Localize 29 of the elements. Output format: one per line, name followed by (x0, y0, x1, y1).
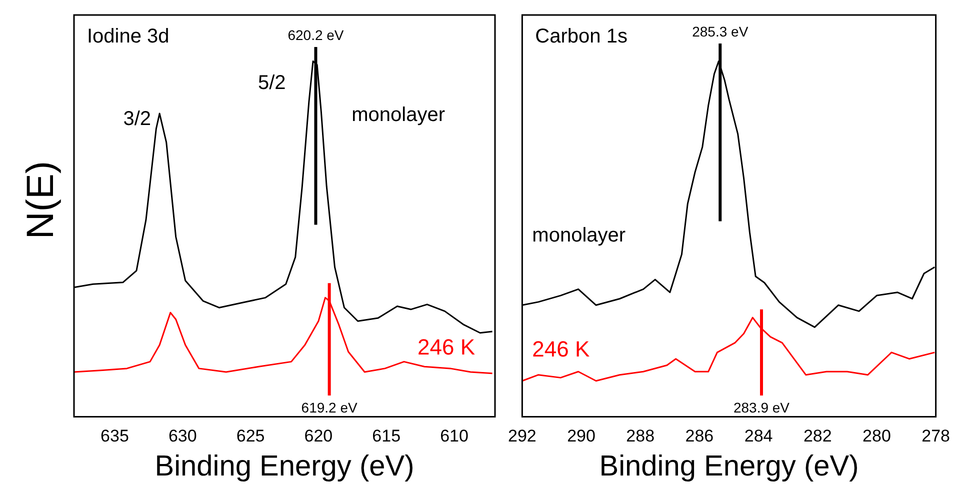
chart-title: Carbon 1s (535, 26, 628, 48)
annotation: 5/2 (258, 72, 286, 94)
x-tick-label: 292 (508, 426, 536, 446)
x-tick-label: 288 (626, 426, 655, 446)
x-tick-label: 286 (685, 426, 714, 446)
x-tick-label: 278 (922, 426, 950, 446)
series-label: 246 K (532, 336, 590, 362)
x-tick-label: 630 (168, 426, 197, 446)
x-tick-label: 620 (304, 426, 333, 446)
x-tick-label: 635 (100, 426, 129, 446)
series-label: monolayer (352, 104, 446, 126)
annotation: 3/2 (123, 108, 152, 130)
ref-line-label: 619.2 eV (301, 399, 358, 416)
x-tick-label: 615 (372, 426, 401, 446)
x-axis-title: Binding Energy (eV) (154, 450, 414, 483)
x-axis-title: Binding Energy (eV) (599, 450, 859, 483)
x-tick-label: 282 (803, 426, 832, 446)
chart-title: Iodine 3d (87, 26, 170, 48)
series-label: 246 K (418, 334, 476, 360)
x-tick-label: 625 (236, 426, 265, 446)
y-axis-title: N(E) (20, 160, 62, 242)
x-tick-label: 290 (567, 426, 596, 446)
x-tick-label: 284 (744, 426, 773, 446)
ref-line-label: 620.2 eV (288, 26, 344, 43)
text: monolayer (532, 224, 626, 247)
ref-line-label: 285.3 eV (692, 23, 749, 40)
x-tick-label: 280 (862, 426, 891, 446)
x-tick-label: 610 (440, 426, 468, 446)
ref-line-label: 283.9 eV (733, 399, 790, 416)
